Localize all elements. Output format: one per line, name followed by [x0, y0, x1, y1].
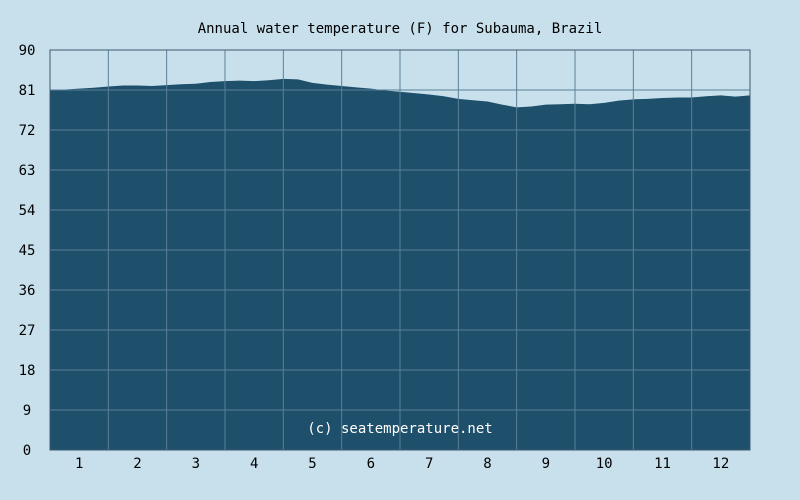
watermark-text: (c) seatemperature.net	[307, 421, 492, 437]
x-tick-label: 10	[596, 456, 613, 472]
x-tick-label: 9	[542, 456, 550, 472]
x-tick-label: 2	[133, 456, 141, 472]
y-tick-label: 90	[19, 43, 36, 59]
y-tick-label: 72	[19, 123, 36, 139]
y-tick-label: 9	[23, 403, 31, 419]
x-tick-label: 8	[483, 456, 491, 472]
y-tick-label: 27	[19, 323, 36, 339]
y-tick-label: 63	[19, 163, 36, 179]
x-tick-label: 7	[425, 456, 433, 472]
x-tick-label: 4	[250, 456, 258, 472]
x-tick-label: 6	[367, 456, 375, 472]
plot-area	[49, 49, 751, 451]
x-tick-label: 5	[308, 456, 316, 472]
y-tick-label: 18	[19, 363, 36, 379]
x-tick-label: 1	[75, 456, 83, 472]
plot-frame	[49, 49, 751, 451]
x-tick-label: 11	[654, 456, 671, 472]
y-tick-label: 45	[19, 243, 36, 259]
x-axis-ticks: 1 2 3 4 5 6 7 8 9 10 11 12	[75, 456, 729, 472]
x-tick-label: 3	[192, 456, 200, 472]
y-axis-ticks: 0 9 18 27 36 45 54 63 72 81 90	[19, 43, 36, 459]
y-tick-label: 81	[19, 83, 36, 99]
chart-title: Annual water temperature (F) for Subauma…	[198, 21, 603, 37]
y-tick-label: 54	[19, 203, 36, 219]
y-tick-label: 0	[23, 443, 31, 459]
y-tick-label: 36	[19, 283, 36, 299]
x-tick-label: 12	[712, 456, 729, 472]
